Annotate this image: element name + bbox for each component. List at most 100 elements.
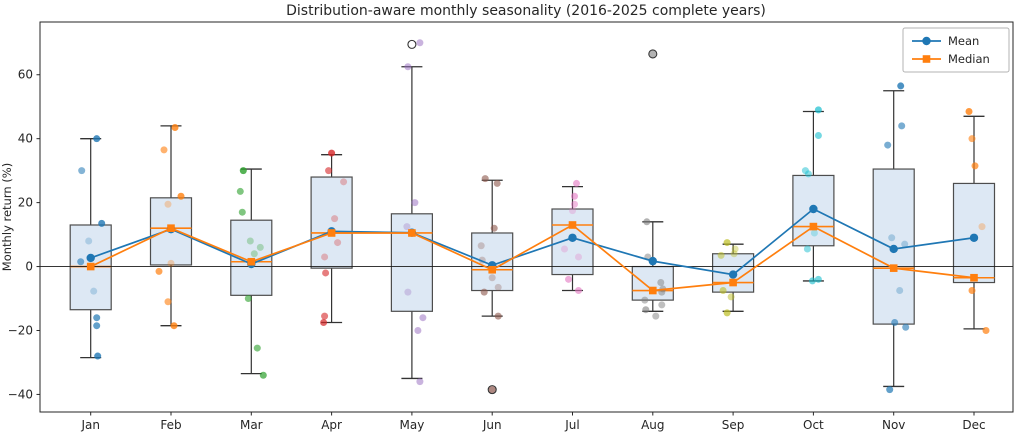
legend-median-marker	[922, 55, 931, 63]
scatter-point	[85, 237, 93, 245]
scatter-point	[170, 322, 178, 330]
scatter-may	[403, 39, 427, 386]
scatter-nov	[884, 82, 910, 394]
scatter-point	[488, 274, 496, 282]
box-body	[310, 176, 353, 269]
scatter-point	[328, 149, 336, 157]
scatter-point	[731, 245, 739, 253]
scatter-point	[717, 251, 725, 259]
scatter-point	[238, 208, 246, 216]
scatter-point	[575, 287, 582, 295]
scatter-point	[404, 63, 412, 71]
x-tick-label-may: May	[399, 418, 424, 432]
scatter-point	[236, 187, 244, 195]
y-tick-label: 0	[25, 260, 33, 274]
scatter-point	[561, 245, 568, 253]
scatter-point	[488, 386, 496, 394]
box-may	[390, 66, 433, 380]
box-jan	[69, 138, 112, 359]
y-tick-label: 60	[18, 68, 33, 82]
box-apr	[310, 154, 353, 324]
x-tick-label-oct: Oct	[803, 418, 824, 432]
scatter-mar	[236, 167, 267, 379]
scatter-point	[340, 178, 348, 186]
median-marker	[408, 229, 416, 237]
mean-marker	[86, 253, 95, 263]
x-tick-label-dec: Dec	[962, 418, 985, 432]
scatter-jul	[561, 179, 582, 295]
scatter-point	[898, 122, 906, 130]
legend: Mean Median	[902, 27, 1010, 73]
scatter-point	[965, 108, 973, 116]
scatter-point	[569, 207, 576, 215]
scatter-point	[658, 301, 666, 309]
scatter-point	[902, 323, 910, 331]
scatter-point	[160, 146, 168, 154]
x-tick-label-sep: Sep	[722, 418, 745, 432]
scatter-point	[896, 287, 904, 295]
median-marker	[889, 264, 898, 272]
median-marker	[86, 262, 95, 271]
mean-marker	[728, 270, 738, 279]
scatter-point	[320, 318, 328, 326]
scatter-point	[649, 50, 657, 58]
scatter-point	[93, 314, 101, 322]
scatter-point	[155, 267, 163, 275]
scatter-point	[419, 314, 427, 322]
x-tick-label-aug: Aug	[641, 418, 664, 432]
scatter-point	[321, 312, 329, 320]
box-jun	[471, 179, 514, 317]
median-marker	[247, 257, 256, 266]
box-dec	[952, 115, 996, 330]
scatter-point	[888, 234, 896, 242]
scatter-point	[814, 106, 822, 114]
box-body	[952, 182, 996, 284]
scatter-sep	[717, 239, 739, 317]
scatter-point	[571, 192, 578, 200]
scatter-point	[78, 167, 86, 175]
plot-area: −40 −20 0 20 40 60 Jan Feb Mar Apr May Jun Jul Aug Sep…	[8, 21, 1014, 432]
scatter-point	[177, 192, 185, 200]
scatter-point	[652, 312, 660, 320]
scatter-point	[239, 167, 247, 175]
scatter-point	[256, 243, 264, 251]
scatter-point	[571, 200, 578, 208]
scatter-point	[723, 239, 731, 247]
median-marker	[568, 221, 577, 229]
scatter-point	[642, 306, 650, 314]
scatter-point	[244, 295, 252, 303]
axes-frame	[39, 21, 1014, 413]
scatter-point	[982, 326, 990, 334]
scatter-point	[93, 135, 101, 143]
series-median	[86, 221, 978, 295]
scatter-point	[321, 253, 329, 261]
y-tick-label: −20	[8, 323, 33, 337]
scatter-point	[164, 200, 172, 208]
scatter-point	[901, 240, 909, 248]
scatter-dec	[965, 108, 990, 334]
mean-marker	[809, 204, 818, 214]
scatter-apr	[320, 149, 348, 326]
scatter-jan	[77, 135, 106, 360]
scatter-point	[971, 162, 979, 170]
scatter-point	[730, 250, 738, 258]
median-marker	[327, 229, 336, 237]
x-tick-label-jun: Jun	[482, 418, 502, 432]
x-tick-label-jan: Jan	[80, 418, 100, 432]
scatter-point	[804, 170, 812, 178]
scatter-point	[90, 287, 98, 295]
median-marker	[970, 273, 978, 282]
x-tick-label-mar: Mar	[240, 418, 263, 432]
scatter-point	[657, 279, 665, 287]
box-mar	[230, 168, 273, 375]
mean-marker	[889, 244, 898, 254]
scatter-point	[810, 229, 818, 237]
y-tick-label: −40	[8, 387, 33, 401]
box-oct	[792, 110, 835, 282]
x-tick-label-feb: Feb	[160, 418, 181, 432]
scatter-point	[968, 287, 976, 295]
scatter-point	[480, 288, 488, 296]
box-body	[631, 265, 674, 301]
outlier-jun	[487, 385, 497, 395]
